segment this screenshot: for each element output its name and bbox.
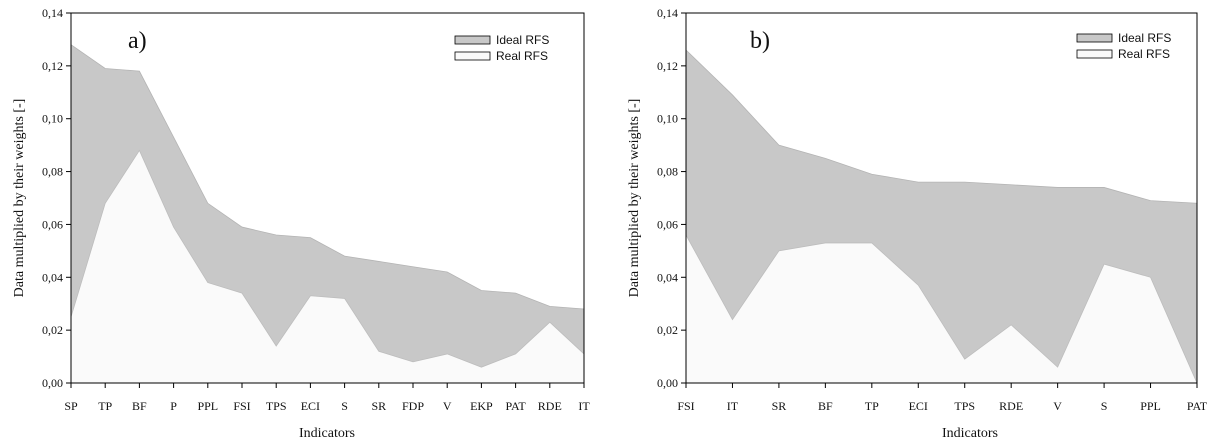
real-rfs-line — [685, 234, 1198, 384]
x-tick-label: BF — [132, 399, 147, 413]
x-tick-label: IT — [727, 399, 739, 413]
real-rfs-area — [686, 235, 1197, 383]
x-tick-label: PAT — [1187, 399, 1208, 413]
legend: Ideal RFS Real RFS — [1076, 31, 1171, 61]
x-tick-label: FSI — [233, 399, 250, 413]
legend-label-ideal: Ideal RFS — [496, 33, 549, 47]
legend-swatch-real — [454, 51, 491, 61]
y-tick-label: 0,08 — [42, 165, 63, 179]
x-tick-label: SP — [64, 399, 78, 413]
y-tick-label: 0,10 — [42, 112, 63, 126]
x-tick-label: S — [1101, 399, 1108, 413]
x-tick-label: S — [341, 399, 348, 413]
legend-swatch-real — [1076, 49, 1113, 59]
x-tick-label: TP — [98, 399, 112, 413]
x-tick-label: ECI — [301, 399, 320, 413]
legend: Ideal RFS Real RFS — [454, 33, 549, 63]
y-axis-label: Data multiplied by their weights [-] — [627, 99, 642, 298]
y-axis-label: Data multiplied by their weights [-] — [12, 99, 27, 298]
x-tick-label: SR — [772, 399, 787, 413]
y-tick-label: 0,02 — [42, 323, 63, 337]
y-tick-label: 0,02 — [657, 323, 678, 337]
x-tick-label: V — [443, 399, 452, 413]
ideal-rfs-line — [70, 44, 585, 310]
x-tick-label: PPL — [197, 399, 218, 413]
real-rfs-area — [71, 150, 584, 383]
y-tick-label: 0,00 — [42, 376, 63, 390]
y-tick-label: 0,12 — [657, 59, 678, 73]
legend-label-real: Real RFS — [496, 49, 548, 63]
x-tick-label: BF — [818, 399, 833, 413]
x-tick-label: PAT — [505, 399, 526, 413]
x-tick-label: EKP — [470, 399, 493, 413]
y-tick-label: 0,06 — [42, 217, 63, 231]
x-axis-label: Indicators — [299, 426, 355, 441]
y-tick-label: 0,10 — [657, 112, 678, 126]
x-tick-label: V — [1053, 399, 1062, 413]
panel-b: 0,00 0,02 0,04 0,06 0,08 0,10 0,12 0,14 FSI IT SR B… — [627, 6, 1208, 441]
y-tick-label: 0,04 — [42, 270, 63, 284]
y-tick-label: 0,00 — [657, 376, 678, 390]
ideal-rfs-area — [686, 50, 1197, 383]
ideal-rfs-line — [685, 49, 1198, 204]
x-tick-label: ECI — [909, 399, 928, 413]
x-axis-label: Indicators — [942, 426, 998, 441]
panel-label: a) — [128, 28, 147, 54]
y-tick-label: 0,14 — [42, 6, 63, 20]
ideal-rfs-area — [71, 44, 584, 368]
panel-label: b) — [750, 28, 770, 54]
real-rfs-line — [70, 149, 585, 368]
legend-label-ideal: Ideal RFS — [1118, 31, 1171, 45]
x-tick-label: SR — [371, 399, 386, 413]
legend-swatch-ideal — [1076, 33, 1113, 43]
plot-frame — [70, 12, 585, 384]
y-tick-label: 0,12 — [42, 59, 63, 73]
y-tick-label: 0,08 — [657, 165, 678, 179]
x-tick-label: TPS — [266, 399, 287, 413]
x-tick-label: PPL — [1140, 399, 1161, 413]
y-tick-label: 0,06 — [657, 217, 678, 231]
legend-swatch-ideal — [454, 35, 491, 45]
x-tick-label: RDE — [999, 399, 1023, 413]
x-tick-label: IT — [578, 399, 590, 413]
y-tick-label: 0,14 — [657, 6, 678, 20]
x-tick-label: P — [170, 399, 177, 413]
x-tick-label: FSI — [677, 399, 694, 413]
x-tick-label: FDP — [402, 399, 424, 413]
y-tick-label: 0,04 — [657, 270, 678, 284]
legend-label-real: Real RFS — [1118, 47, 1170, 61]
plot-frame — [685, 12, 1198, 384]
x-tick-label: TP — [865, 399, 879, 413]
x-tick-label: TPS — [954, 399, 975, 413]
x-tick-label: RDE — [538, 399, 562, 413]
